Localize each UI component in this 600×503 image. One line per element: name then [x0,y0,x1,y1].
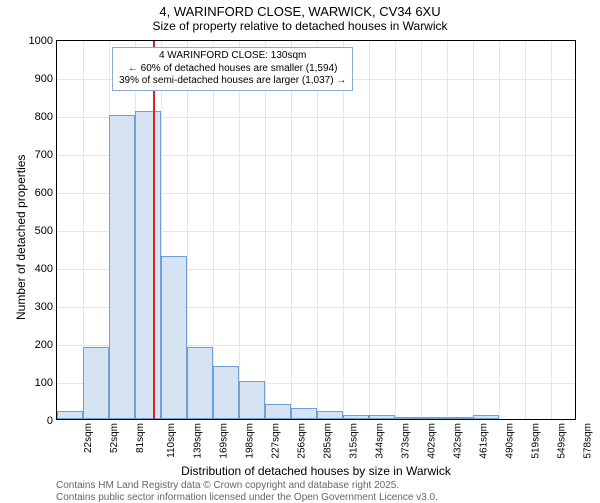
x-axis-label: Distribution of detached houses by size … [56,464,576,478]
page-title: 4, WARINFORD CLOSE, WARWICK, CV34 6XU [0,0,600,19]
x-tick-label: 52sqm [109,423,120,453]
x-tick-label: 549sqm [557,423,568,459]
histogram-bar [395,417,421,419]
gridline-v [525,41,526,419]
histogram-bar [343,415,369,419]
gridline-v [395,41,396,419]
gridline-v [447,41,448,419]
histogram-bar [135,111,161,419]
y-tick-label: 900 [17,73,57,85]
histogram-bar [291,408,317,419]
annotation-larger: 39% of semi-detached houses are larger (… [119,75,346,88]
x-tick-label: 256sqm [297,423,308,459]
x-tick-label: 519sqm [531,423,542,459]
x-tick-label: 22sqm [83,423,94,453]
histogram-bar [447,417,473,419]
y-tick-label: 0 [17,415,57,427]
gridline-v [265,41,266,419]
y-tick-label: 100 [17,377,57,389]
x-tick-label: 110sqm [166,423,177,458]
histogram-bar [317,411,343,419]
x-tick-label: 315sqm [349,423,360,459]
gridline-v [213,41,214,419]
histogram-bar [265,404,291,419]
property-marker-line [153,41,155,419]
x-tick-label: 285sqm [323,423,334,459]
x-tick-label: 139sqm [193,423,204,459]
annotation-smaller: ← 60% of detached houses are smaller (1,… [119,63,346,76]
histogram-bar [109,115,135,419]
y-tick-label: 800 [17,111,57,123]
gridline-v [499,41,500,419]
histogram-bar [213,366,239,419]
x-tick-label: 198sqm [245,423,256,459]
histogram-bar [187,347,213,419]
x-tick-label: 81sqm [135,423,146,453]
attribution-line-1: Contains HM Land Registry data © Crown c… [56,480,399,491]
gridline-v [421,41,422,419]
gridline-v [239,41,240,419]
histogram-bar [239,381,265,419]
histogram-bar [473,415,499,419]
annotation-box: 4 WARINFORD CLOSE: 130sqm← 60% of detach… [112,47,353,91]
gridline-v [551,41,552,419]
attribution-line-2: Contains public sector information licen… [56,492,438,503]
x-tick-label: 578sqm [583,423,594,459]
chart-plot-area: 0100200300400500600700800900100022sqm52s… [56,40,576,420]
x-tick-label: 373sqm [401,423,412,459]
gridline-v [369,41,370,419]
x-tick-label: 344sqm [375,423,386,459]
x-tick-label: 227sqm [271,423,282,459]
histogram-bar [83,347,109,419]
histogram-bar [369,415,395,419]
page-subtitle: Size of property relative to detached ho… [0,19,600,33]
y-tick-label: 200 [17,339,57,351]
x-tick-label: 490sqm [505,423,516,459]
x-tick-label: 432sqm [453,423,464,459]
histogram-bar [57,411,83,419]
annotation-title: 4 WARINFORD CLOSE: 130sqm [119,50,346,63]
gridline-v [473,41,474,419]
x-tick-label: 169sqm [219,423,230,459]
y-tick-label: 1000 [17,35,57,47]
gridline-v [317,41,318,419]
y-axis-label: Number of detached properties [14,155,28,320]
gridline-v [291,41,292,419]
gridline-v [343,41,344,419]
histogram-bar [161,256,187,419]
histogram-bar [421,417,447,419]
x-tick-label: 402sqm [427,423,438,459]
x-tick-label: 461sqm [479,423,490,459]
